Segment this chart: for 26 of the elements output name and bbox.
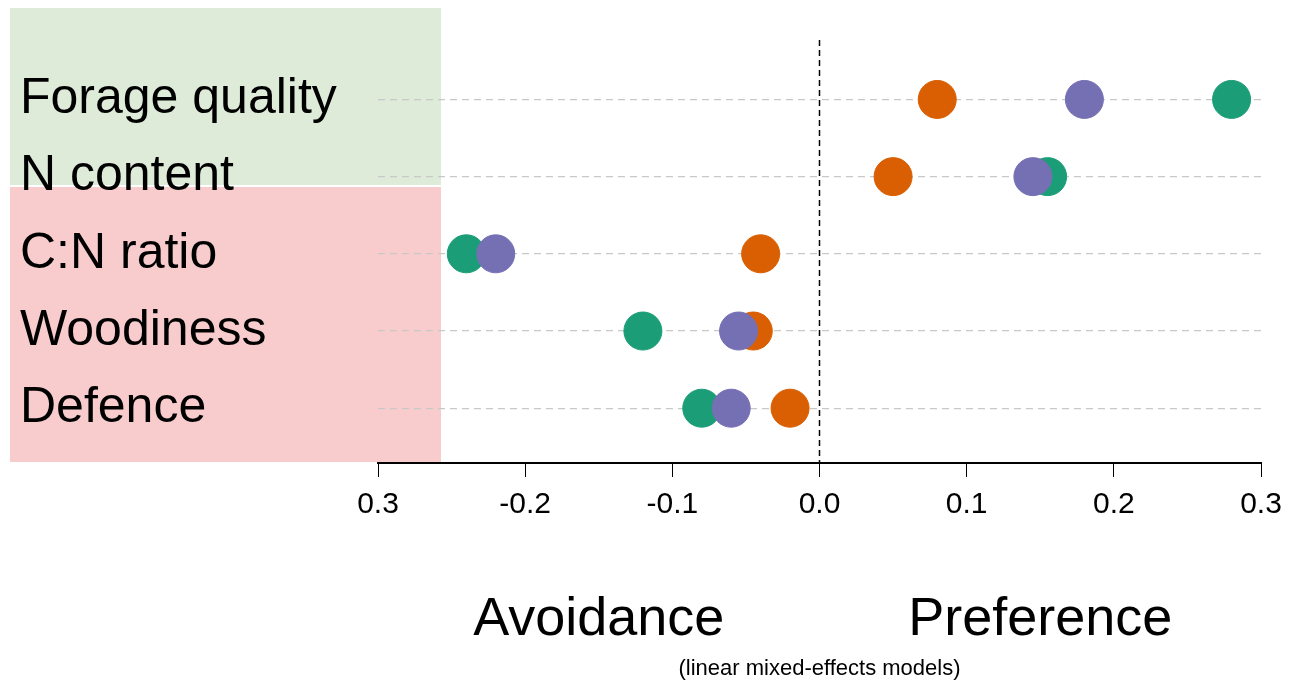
text: Preference [908,585,1173,647]
text: Avoidance [473,585,725,647]
y-tick-label: N content [20,145,235,202]
point [741,234,781,274]
point [770,388,810,428]
point [476,234,516,274]
point [1212,79,1252,119]
x-tick-label: 0.2 [1092,486,1135,520]
y-tick-label: C:N ratio [20,222,218,279]
point [1013,157,1053,197]
point [719,311,759,351]
x-tick-label: -0.2 [499,486,552,520]
point [1064,79,1104,119]
y-tick-label: Defence [20,376,207,433]
y-tick-label: Forage quality [20,68,337,125]
y-tick-label: Woodiness [20,299,267,356]
point [917,79,957,119]
text: (linear mixed-effects models) [678,655,961,681]
x-tick-label: 0.1 [945,486,988,520]
x-tick-label: 0.0 [798,486,841,520]
point [873,157,913,197]
point [711,388,751,428]
x-tick-label: -0.1 [646,486,699,520]
x-tick-label: 0.3 [1240,486,1282,520]
point [623,311,663,351]
x-tick-label: 0.3 [357,486,399,520]
